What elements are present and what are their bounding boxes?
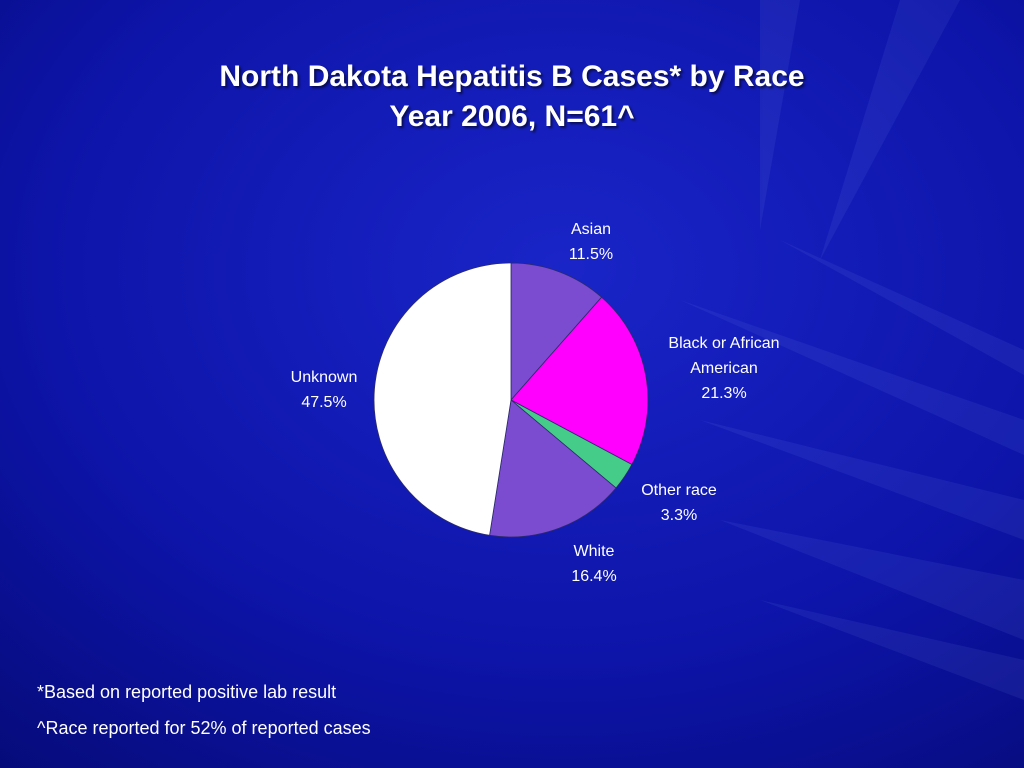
pie-value-label: 21.3% — [701, 385, 746, 402]
pie-value-label: 16.4% — [571, 568, 616, 585]
pie-labels: Asian 11.5% Black or African American 21.3% O… — [291, 221, 780, 585]
pie-value-label: 47.5% — [301, 394, 346, 411]
pie-slice-asian — [510, 262, 603, 402]
footnote-lab-result: *Based on reported positive lab result — [37, 682, 337, 702]
pie-slice-white — [489, 399, 617, 538]
pie-label-unknown: Unknown 47.5% — [291, 369, 358, 411]
pie-value-label: 11.5% — [569, 246, 613, 263]
pie-category-label: Asian — [571, 221, 611, 238]
pie-category-label: Other race — [641, 482, 717, 499]
pie-label-black-or-african-american: Black or African American 21.3% — [668, 335, 779, 402]
pie-label-asian: Asian 11.5% — [569, 221, 613, 263]
pie-slice-unknown — [373, 262, 512, 536]
chart-title: North Dakota Hepatitis B Cases* by Race — [219, 60, 805, 93]
pie-category-label: Black or African — [668, 335, 779, 352]
chart-subtitle: Year 2006, N=61^ — [389, 100, 635, 133]
pie-category-label: American — [690, 360, 758, 377]
pie-slices — [373, 262, 649, 538]
pie-label-other-race: Other race 3.3% — [641, 482, 717, 524]
footnote-race-reported: ^Race reported for 52% of reported cases — [37, 718, 371, 738]
pie-value-label: 3.3% — [661, 507, 697, 524]
pie-label-white: White 16.4% — [571, 543, 616, 585]
pie-slice-black-or-african-american — [510, 296, 649, 466]
pie-category-label: Unknown — [291, 369, 358, 386]
background-light-rays — [680, 0, 1024, 700]
pie-category-label: White — [574, 543, 615, 560]
